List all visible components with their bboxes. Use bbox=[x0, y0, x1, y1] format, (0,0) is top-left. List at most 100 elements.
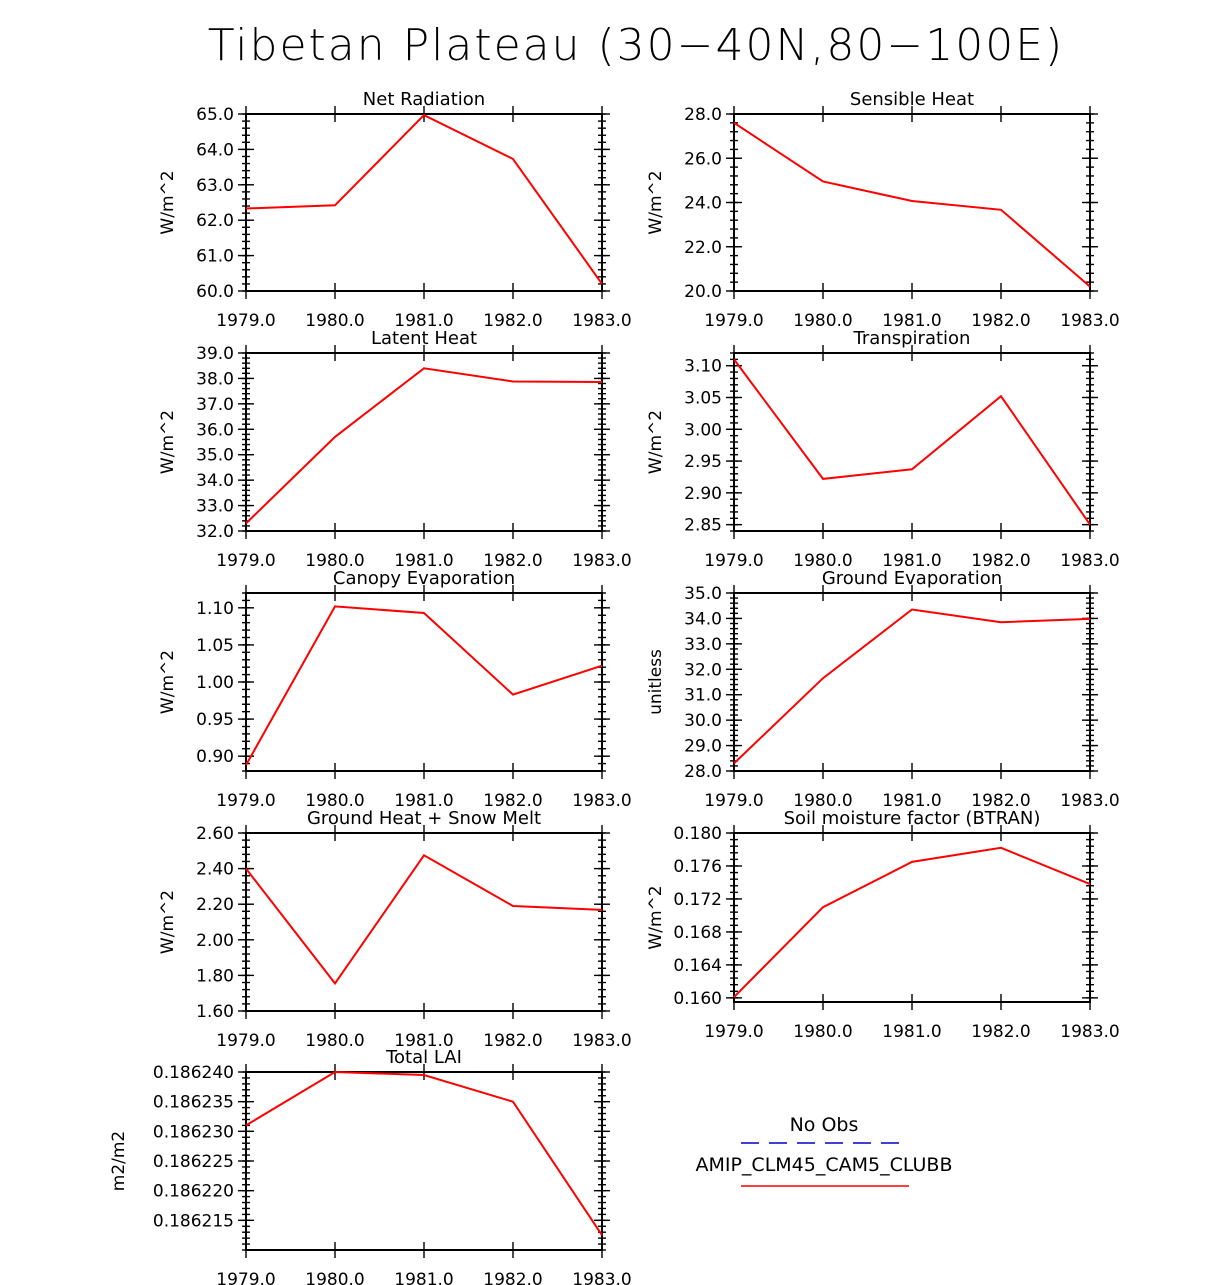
y-axis-label: W/m^2 bbox=[158, 410, 178, 474]
y-tick-label: 62.0 bbox=[196, 211, 234, 231]
y-tick-label: 1.10 bbox=[196, 599, 234, 619]
axis-frame bbox=[245, 1071, 603, 1251]
y-tick-label: 33.0 bbox=[196, 497, 234, 517]
axis-frame bbox=[733, 352, 1091, 532]
axis-frame bbox=[245, 832, 603, 1012]
x-tick-label: 1980.0 bbox=[305, 791, 364, 811]
y-tick-label: 0.160 bbox=[673, 989, 722, 1009]
y-tick-label: 2.95 bbox=[684, 452, 722, 472]
x-tick-label: 1980.0 bbox=[305, 1031, 364, 1051]
series-line-amip-clm45-cam5-clubb bbox=[245, 605, 603, 766]
figure-title: Tibetan Plateau (30−40N,80−100E) bbox=[208, 20, 1064, 71]
y-tick-label: 0.186220 bbox=[153, 1182, 234, 1202]
x-tick-label: 1983.0 bbox=[572, 1270, 631, 1285]
y-tick-label: 0.164 bbox=[673, 956, 722, 976]
x-tick-label: 1983.0 bbox=[572, 311, 631, 331]
y-tick-label: 35.0 bbox=[684, 584, 722, 604]
y-tick-label: 3.10 bbox=[684, 357, 722, 377]
axis-frame bbox=[733, 113, 1091, 292]
x-tick-label: 1980.0 bbox=[793, 791, 852, 811]
y-tick-label: 22.0 bbox=[684, 238, 722, 258]
legend: No Obs AMIP_CLM45_CAM5_CLUBB bbox=[695, 1114, 953, 1187]
y-axis-label: W/m^2 bbox=[646, 170, 666, 234]
x-tick-label: 1981.0 bbox=[882, 311, 941, 331]
y-tick-label: 63.0 bbox=[196, 176, 234, 196]
y-tick-label: 1.80 bbox=[196, 966, 234, 986]
series-line-amip-clm45-cam5-clubb bbox=[245, 853, 603, 986]
y-tick-label: 1.60 bbox=[196, 1002, 234, 1022]
y-axis-label: W/m^2 bbox=[158, 890, 178, 954]
y-tick-label: 61.0 bbox=[196, 247, 234, 267]
x-tick-label: 1982.0 bbox=[971, 1022, 1030, 1042]
panel-latent-heat: Latent Heat 32.0 33.0 34.0 35.0 36.0 37.0 38.0 3… bbox=[158, 328, 632, 571]
x-tick-label: 1983.0 bbox=[572, 791, 631, 811]
panel-title: Transpiration bbox=[853, 328, 971, 349]
x-tick-label: 1980.0 bbox=[305, 1270, 364, 1285]
y-tick-label: 1.00 bbox=[196, 673, 234, 693]
x-tick-label: 1979.0 bbox=[704, 1022, 763, 1042]
x-tick-label: 1982.0 bbox=[483, 551, 542, 571]
legend-entry-model: AMIP_CLM45_CAM5_CLUBB bbox=[695, 1154, 952, 1176]
y-tick-label: 0.168 bbox=[673, 923, 722, 943]
x-tick-label: 1982.0 bbox=[971, 551, 1030, 571]
panel-ground-evaporation: Ground Evaporation 28.0 29.0 30.0 31.0 32.0 33… bbox=[646, 568, 1120, 811]
x-tick-label: 1981.0 bbox=[394, 311, 453, 331]
x-tick-label: 1980.0 bbox=[793, 551, 852, 571]
x-tick-label: 1979.0 bbox=[704, 791, 763, 811]
y-tick-label: 28.0 bbox=[684, 105, 722, 125]
x-tick-label: 1983.0 bbox=[1060, 1022, 1119, 1042]
panel-title: Net Radiation bbox=[363, 89, 485, 110]
y-tick-label: 0.180 bbox=[673, 824, 722, 844]
x-tick-label: 1981.0 bbox=[394, 551, 453, 571]
series-line-amip-clm45-cam5-clubb bbox=[245, 113, 603, 285]
x-tick-label: 1982.0 bbox=[483, 791, 542, 811]
x-tick-label: 1981.0 bbox=[394, 1031, 453, 1051]
x-tick-label: 1980.0 bbox=[305, 311, 364, 331]
y-tick-label: 0.186225 bbox=[153, 1152, 234, 1172]
legend-entry-no-obs: No Obs bbox=[790, 1114, 859, 1136]
series-line-amip-clm45-cam5-clubb bbox=[245, 1070, 603, 1236]
panel-title: Ground Evaporation bbox=[822, 568, 1002, 589]
y-tick-label: 38.0 bbox=[196, 369, 234, 389]
x-tick-label: 1983.0 bbox=[1060, 551, 1119, 571]
panel-title: Ground Heat + Snow Melt bbox=[307, 808, 541, 829]
series-line-amip-clm45-cam5-clubb bbox=[733, 608, 1091, 765]
panel-soil-moisture-factor-btran: Soil moisture factor (BTRAN) 0.160 0.164 0.… bbox=[646, 808, 1120, 1042]
panel-title: Latent Heat bbox=[371, 328, 477, 349]
y-tick-label: 32.0 bbox=[684, 660, 722, 680]
axis-frame bbox=[733, 832, 1091, 1003]
y-axis-label: W/m^2 bbox=[646, 885, 666, 949]
x-tick-label: 1983.0 bbox=[572, 1031, 631, 1051]
x-tick-label: 1982.0 bbox=[971, 311, 1030, 331]
y-axis-label: W/m^2 bbox=[158, 170, 178, 234]
y-tick-label: 2.85 bbox=[684, 516, 722, 536]
series-line-amip-clm45-cam5-clubb bbox=[733, 358, 1091, 526]
x-tick-label: 1980.0 bbox=[793, 311, 852, 331]
y-tick-label: 0.95 bbox=[196, 710, 234, 730]
y-tick-label: 60.0 bbox=[196, 282, 234, 302]
series-line-amip-clm45-cam5-clubb bbox=[733, 121, 1091, 288]
y-tick-label: 2.00 bbox=[196, 931, 234, 951]
x-tick-label: 1982.0 bbox=[483, 1270, 542, 1285]
y-tick-label: 0.186230 bbox=[153, 1122, 234, 1142]
series-line-amip-clm45-cam5-clubb bbox=[733, 846, 1091, 998]
y-tick-label: 0.186235 bbox=[153, 1093, 234, 1113]
y-tick-label: 3.05 bbox=[684, 389, 722, 409]
x-tick-label: 1982.0 bbox=[483, 1031, 542, 1051]
y-tick-label: 2.40 bbox=[196, 860, 234, 880]
panel-net-radiation: Net Radiation 60.0 61.0 62.0 63.0 64.0 65.0 197… bbox=[158, 89, 632, 331]
x-tick-label: 1979.0 bbox=[216, 1270, 275, 1285]
y-tick-label: 29.0 bbox=[684, 737, 722, 757]
y-tick-label: 31.0 bbox=[684, 686, 722, 706]
x-tick-label: 1981.0 bbox=[882, 551, 941, 571]
panel-ground-heat-snow-melt: Ground Heat + Snow Melt 1.60 1.80 2.00 2.20 2… bbox=[158, 808, 632, 1051]
panel-canopy-evaporation: Canopy Evaporation 0.90 0.95 1.00 1.05 1.10 19… bbox=[158, 568, 632, 811]
panels-group: Net Radiation 60.0 61.0 62.0 63.0 64.0 65.0 197… bbox=[109, 89, 1120, 1285]
panel-sensible-heat: Sensible Heat 20.0 22.0 24.0 26.0 28.0 1979.0 1… bbox=[646, 89, 1120, 331]
x-tick-label: 1980.0 bbox=[793, 1022, 852, 1042]
y-tick-label: 64.0 bbox=[196, 140, 234, 160]
y-tick-label: 33.0 bbox=[684, 635, 722, 655]
y-tick-label: 24.0 bbox=[684, 194, 722, 214]
y-axis-label: m2/m2 bbox=[109, 1131, 129, 1191]
